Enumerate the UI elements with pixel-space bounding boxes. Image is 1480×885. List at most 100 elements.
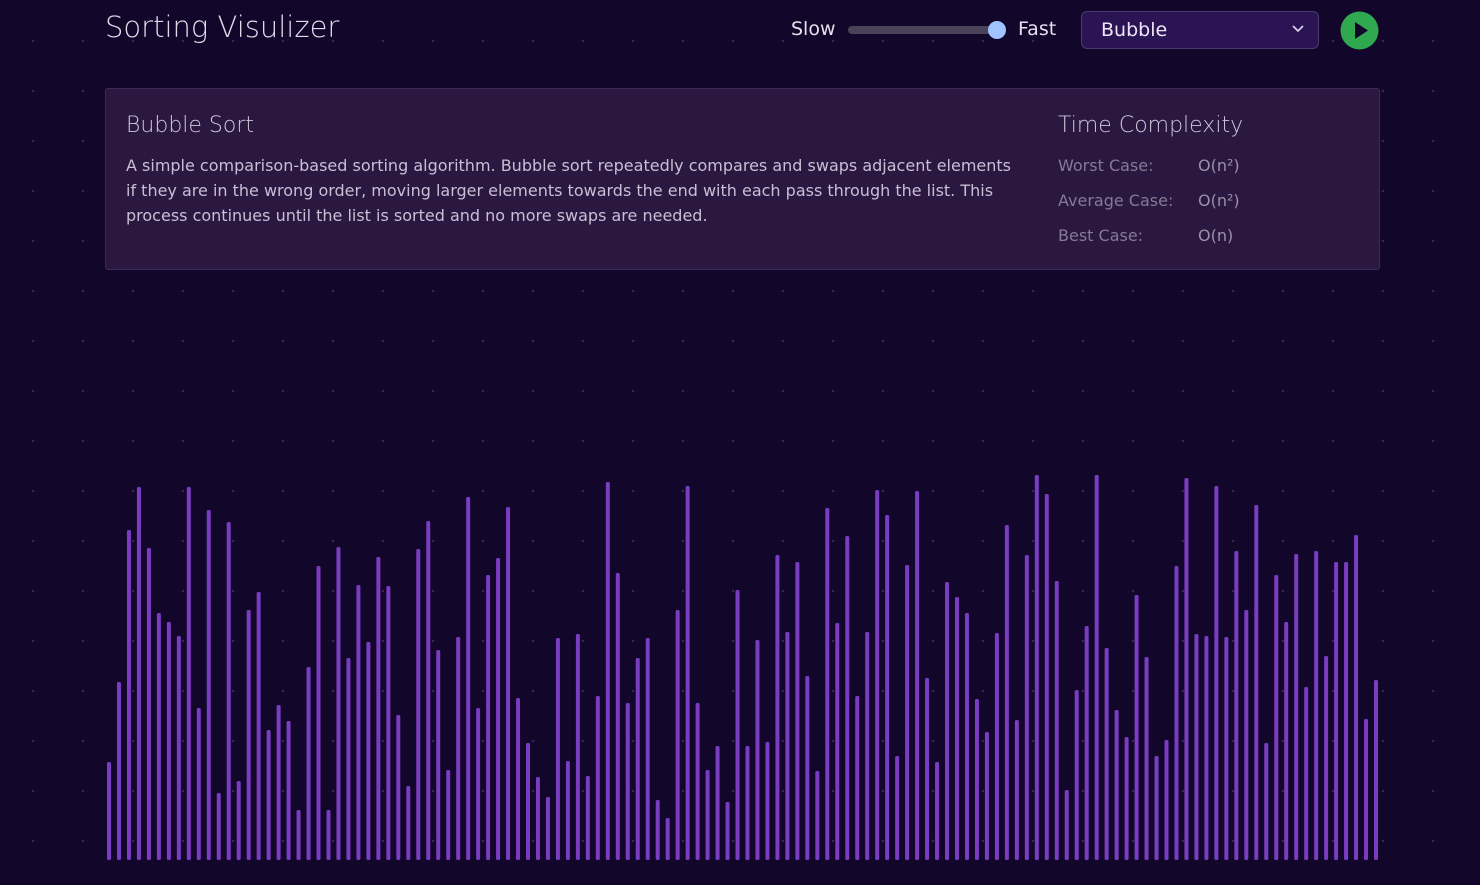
bar bbox=[605, 482, 610, 860]
bar bbox=[1274, 575, 1279, 860]
bar bbox=[645, 638, 650, 860]
bar bbox=[286, 721, 291, 860]
bar bbox=[1024, 555, 1029, 860]
speed-slider[interactable] bbox=[848, 26, 998, 34]
play-icon bbox=[1340, 11, 1379, 50]
bar bbox=[386, 586, 391, 860]
bar bbox=[735, 590, 740, 860]
complexity-row: Best Case: O(n) bbox=[1058, 226, 1233, 245]
bar bbox=[595, 696, 600, 860]
algorithm-name: Bubble Sort bbox=[126, 113, 255, 138]
bar bbox=[935, 762, 940, 860]
bar bbox=[306, 667, 311, 860]
bar bbox=[276, 705, 281, 860]
bar bbox=[1264, 743, 1269, 860]
dropdown-arrow bbox=[1292, 25, 1304, 33]
bar bbox=[954, 597, 959, 860]
bar bbox=[1254, 505, 1259, 860]
bar bbox=[176, 636, 181, 860]
bar bbox=[107, 762, 111, 860]
play-button[interactable] bbox=[1340, 11, 1379, 50]
bar bbox=[1054, 581, 1059, 860]
bar bbox=[146, 548, 151, 860]
bar bbox=[565, 761, 570, 860]
bar bbox=[226, 522, 231, 860]
bar bbox=[446, 770, 451, 860]
bar bbox=[805, 676, 810, 860]
bar bbox=[526, 743, 531, 860]
bar bbox=[1194, 634, 1199, 860]
complexity-title: Time Complexity bbox=[1058, 113, 1244, 138]
complexity-row: Average Case: O(n²) bbox=[1058, 191, 1240, 210]
bar bbox=[1044, 494, 1049, 860]
bar bbox=[1224, 637, 1229, 860]
bar bbox=[336, 547, 341, 860]
bar bbox=[915, 491, 920, 860]
bar bbox=[496, 558, 501, 860]
bar bbox=[1244, 610, 1249, 860]
bar bbox=[406, 786, 411, 860]
slider-thumb[interactable] bbox=[988, 21, 1006, 39]
slow-label: Slow bbox=[791, 18, 836, 40]
bar bbox=[116, 682, 121, 860]
case-value: O(n²) bbox=[1198, 191, 1240, 210]
bar bbox=[166, 622, 171, 860]
bar bbox=[1354, 535, 1359, 860]
bar bbox=[545, 797, 550, 860]
case-label: Average Case: bbox=[1058, 191, 1174, 210]
bar bbox=[665, 818, 670, 860]
bar bbox=[456, 637, 461, 860]
bar bbox=[1084, 626, 1089, 860]
bar bbox=[1334, 562, 1339, 860]
bar bbox=[256, 592, 261, 860]
bar bbox=[1074, 690, 1079, 860]
fast-label: Fast bbox=[1018, 18, 1057, 40]
bar bbox=[1174, 566, 1179, 860]
bar bbox=[865, 632, 870, 860]
bar bbox=[1014, 720, 1019, 860]
bar bbox=[675, 610, 680, 860]
bar bbox=[486, 575, 491, 860]
complexity-row: Worst Case: O(n²) bbox=[1058, 156, 1240, 175]
bar bbox=[1294, 554, 1299, 860]
bar bbox=[1144, 657, 1149, 860]
bar bbox=[476, 708, 481, 860]
algorithm-select[interactable]: Bubble bbox=[1081, 11, 1319, 49]
bar bbox=[785, 632, 790, 860]
bar bbox=[1104, 648, 1109, 860]
bar bbox=[1214, 486, 1219, 860]
bar bbox=[1234, 551, 1239, 860]
bar bbox=[1314, 551, 1319, 860]
bar bbox=[416, 549, 421, 860]
bar bbox=[795, 562, 800, 860]
bar bbox=[366, 642, 371, 860]
bar bbox=[396, 715, 401, 860]
bar bbox=[466, 497, 471, 860]
bar bbox=[246, 610, 251, 860]
bar bbox=[356, 585, 361, 860]
bar bbox=[1164, 740, 1169, 860]
bar bbox=[705, 770, 710, 860]
bar bbox=[984, 732, 989, 860]
bar bbox=[1284, 622, 1289, 860]
bar bbox=[1204, 636, 1209, 860]
bar bbox=[426, 521, 431, 860]
bar bbox=[695, 703, 700, 860]
bar bbox=[186, 487, 191, 860]
bar bbox=[815, 771, 820, 860]
bar bbox=[346, 658, 351, 860]
bar bbox=[974, 699, 979, 860]
bar bbox=[1114, 710, 1119, 860]
bar bbox=[1154, 756, 1159, 860]
bar bbox=[1364, 719, 1369, 860]
bar bbox=[316, 566, 321, 860]
bar bbox=[945, 582, 950, 860]
bar bbox=[885, 515, 890, 860]
bar bbox=[925, 678, 930, 860]
bar bbox=[855, 696, 860, 860]
bar bbox=[715, 746, 720, 860]
bar bbox=[685, 486, 690, 860]
bar bbox=[615, 573, 620, 860]
algorithm-description: A simple comparison-based sorting algori… bbox=[126, 156, 1011, 225]
